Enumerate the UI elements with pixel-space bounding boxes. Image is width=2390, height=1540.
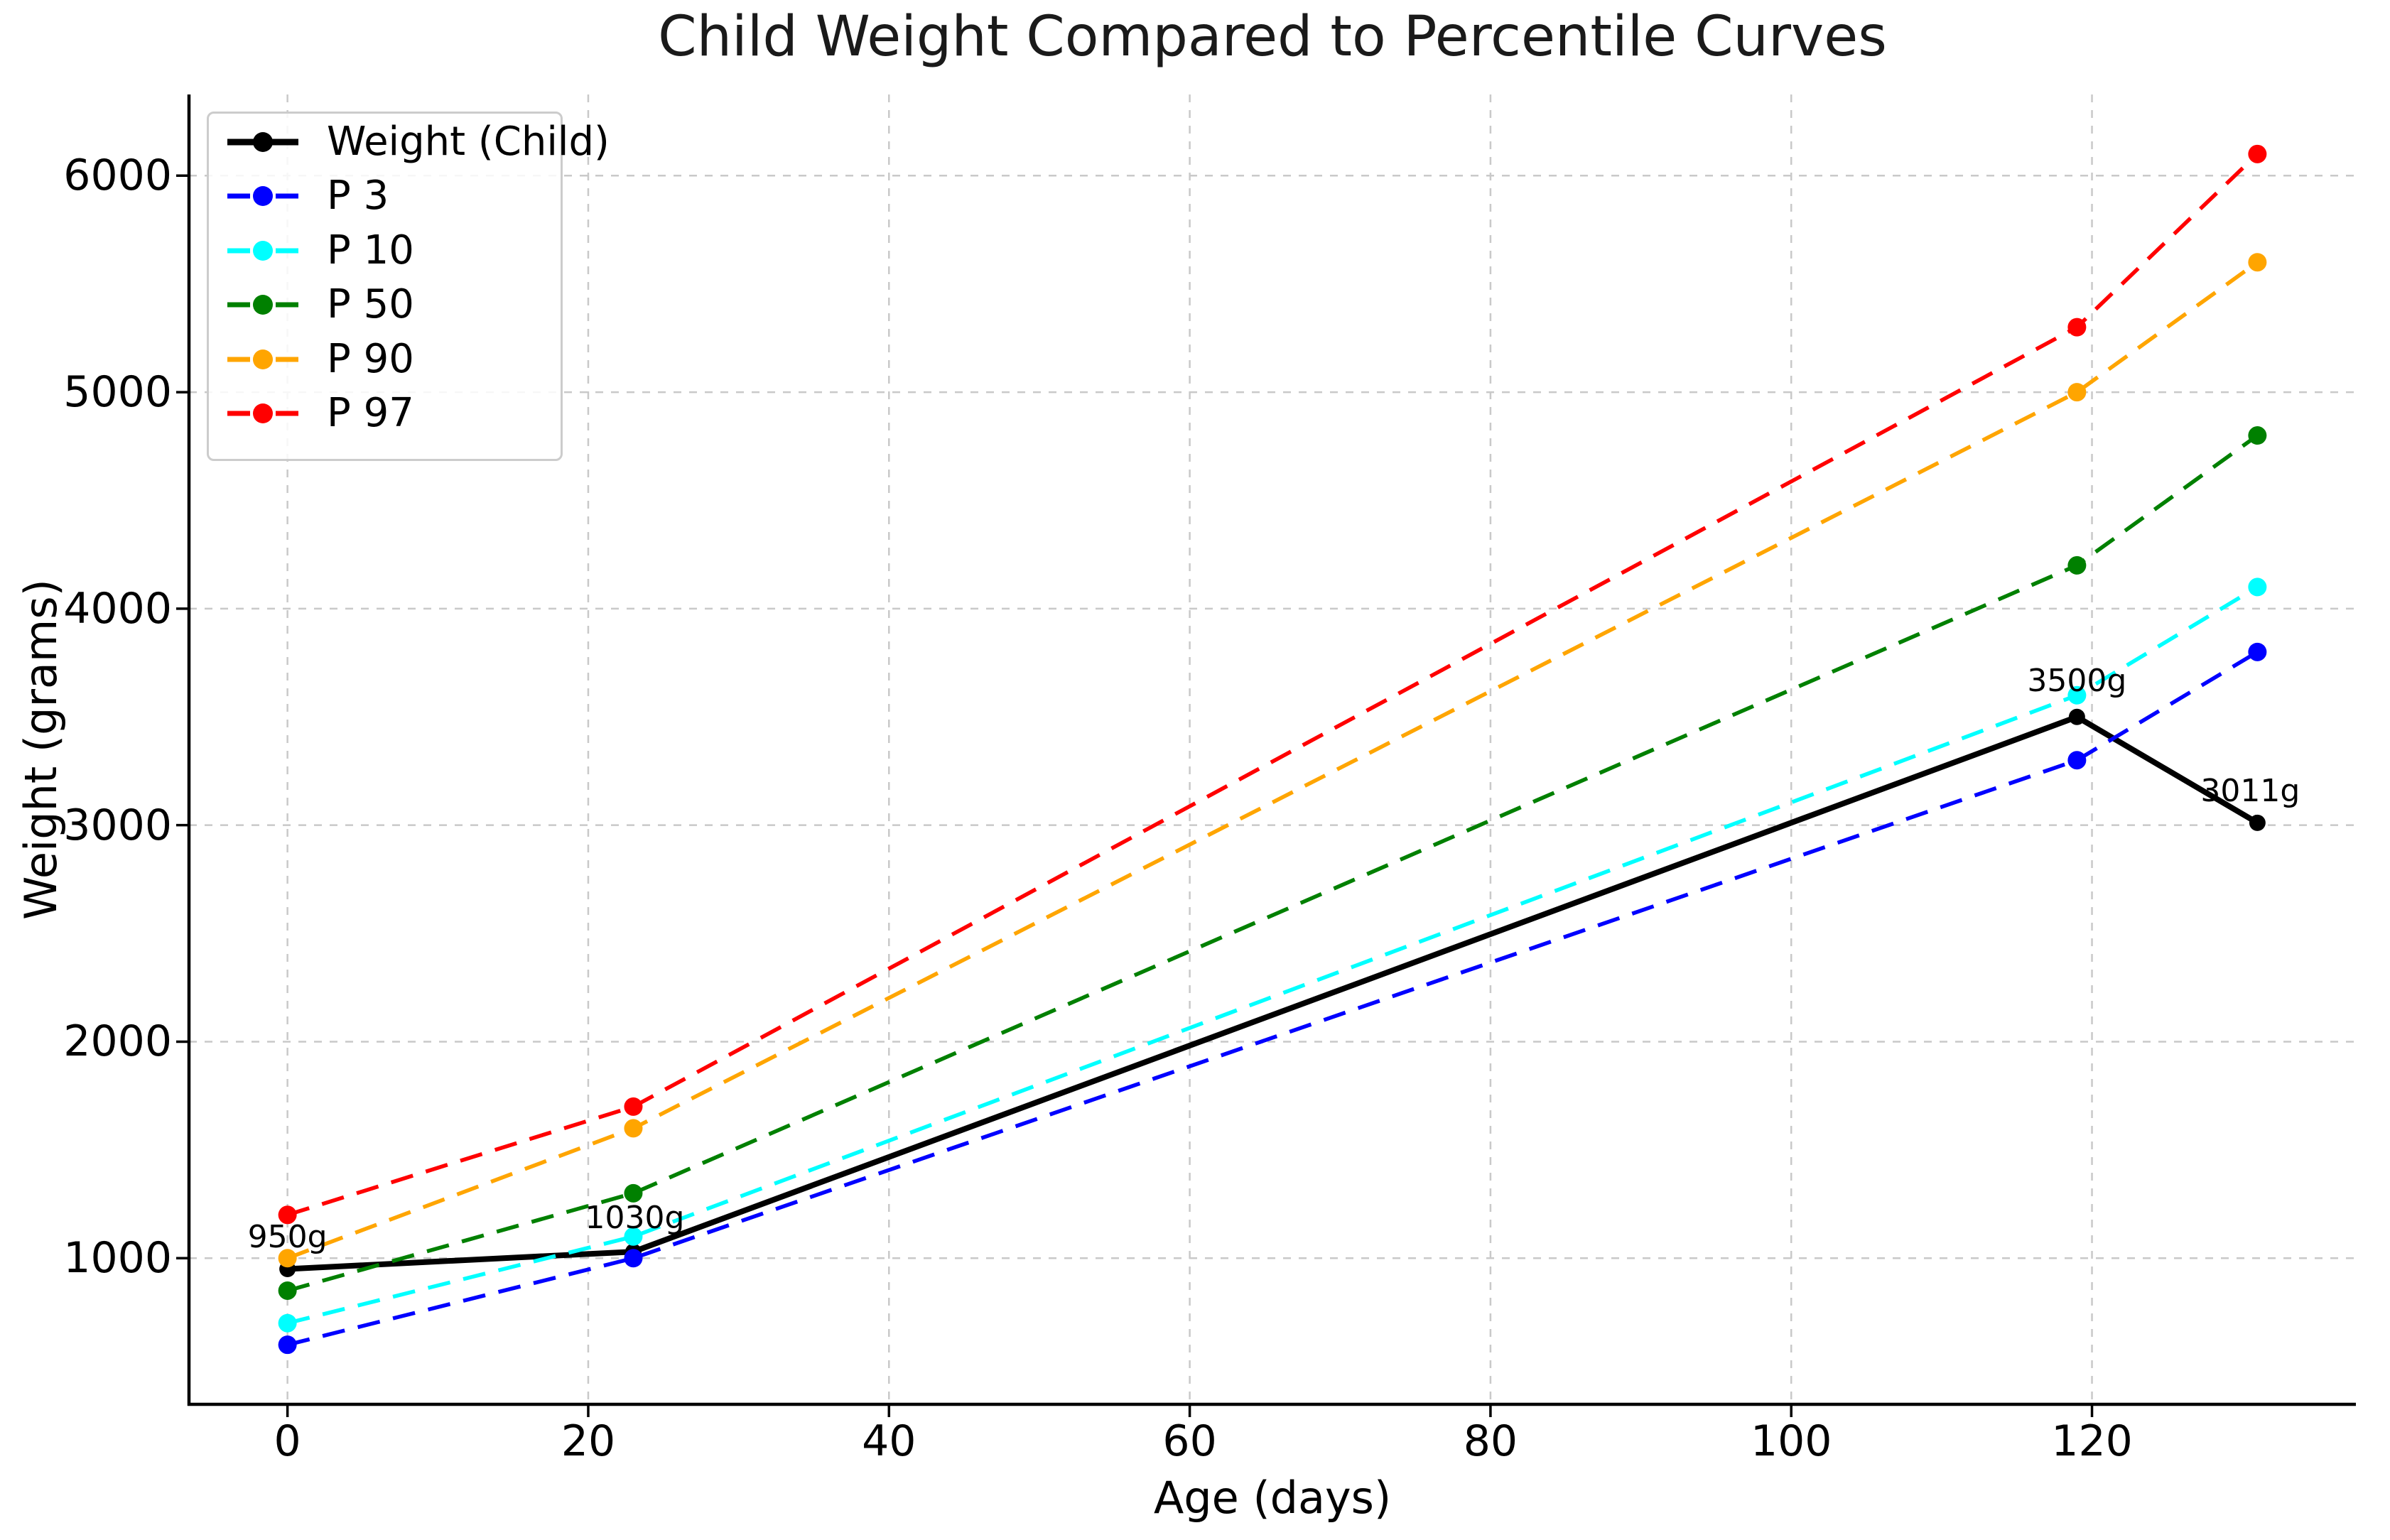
legend-line-sample	[227, 295, 298, 315]
legend-label: Weight (Child)	[327, 119, 610, 165]
legend-item-p-3: P 3	[226, 176, 544, 216]
legend: Weight (Child) P 3 P 10 P 50 P 90 P 97	[207, 112, 610, 461]
series-line-p-3	[286, 650, 2259, 1347]
data-point-marker	[2067, 383, 2087, 402]
legend-item-p-10: P 10	[226, 227, 544, 273]
data-point-marker	[278, 1335, 297, 1355]
data-point-marker	[624, 1183, 643, 1203]
data-point-marker	[2248, 578, 2267, 597]
data-point-marker	[2067, 318, 2087, 337]
x-tick-label: 80	[1463, 1416, 1518, 1466]
data-point-marker	[278, 1313, 297, 1333]
x-tick-label: 60	[1162, 1416, 1217, 1466]
series-line-p-90	[286, 260, 2259, 1260]
data-point-marker	[624, 1119, 643, 1138]
x-tick-label: 0	[274, 1416, 301, 1466]
x-axis-label: Age (days)	[1153, 1472, 1392, 1524]
data-point-marker	[2248, 253, 2267, 272]
x-tick-label: 120	[2051, 1416, 2133, 1466]
legend-label: P 97	[327, 389, 414, 436]
y-tick-label: 2000	[63, 1016, 172, 1067]
data-point-marker	[2248, 426, 2267, 445]
legend-line-sample	[227, 132, 298, 152]
data-point-marker	[624, 1097, 643, 1116]
legend-line-sample	[227, 349, 298, 369]
data-point-marker	[624, 1249, 643, 1268]
point-annotation: 1030g	[585, 1200, 685, 1237]
y-tick-label: 5000	[63, 367, 172, 418]
point-annotation: 3500g	[2027, 663, 2127, 700]
data-point-marker	[624, 1227, 643, 1246]
series-line-weight-child-	[287, 713, 2259, 1272]
point-annotation: 3011g	[2200, 773, 2300, 810]
y-tick-label: 6000	[63, 151, 172, 201]
data-point-marker	[2249, 814, 2266, 831]
data-point-marker	[278, 1205, 297, 1225]
legend-item-weight-child-: Weight (Child)	[226, 122, 610, 162]
data-point-marker	[2067, 685, 2087, 705]
data-point-marker	[278, 1281, 297, 1300]
y-tick-label: 4000	[63, 583, 172, 634]
y-tick-label: 1000	[63, 1233, 172, 1284]
data-point-marker	[2067, 555, 2087, 575]
series-line-p-50	[286, 433, 2259, 1293]
y-tick-label: 3000	[63, 800, 172, 850]
data-point-marker	[2248, 144, 2267, 163]
legend-label: P 90	[327, 335, 414, 382]
legend-label: P 10	[327, 227, 414, 273]
x-tick-label: 100	[1750, 1416, 1832, 1466]
legend-item-p-90: P 90	[226, 335, 544, 382]
legend-item-p-97: P 97	[226, 389, 544, 436]
legend-line-sample	[227, 403, 298, 423]
x-tick-label: 20	[561, 1416, 616, 1466]
data-point-marker	[278, 1249, 297, 1268]
legend-item-p-50: P 50	[226, 285, 544, 325]
legend-label: P 50	[327, 281, 414, 328]
y-axis-label: Weight (grams)	[15, 579, 67, 920]
x-tick-label: 40	[862, 1416, 916, 1466]
series-line-p-97	[286, 152, 2259, 1217]
data-point-marker	[2067, 751, 2087, 770]
chart-title: Child Weight Compared to Percentile Curv…	[658, 5, 1887, 69]
point-annotation: 950g	[247, 1218, 328, 1255]
legend-line-sample	[227, 240, 298, 261]
legend-line-sample	[227, 186, 298, 207]
legend-label: P 3	[327, 173, 389, 219]
data-point-marker	[2248, 642, 2267, 661]
series-line-p-10	[286, 585, 2259, 1325]
data-point-marker	[2068, 708, 2085, 725]
